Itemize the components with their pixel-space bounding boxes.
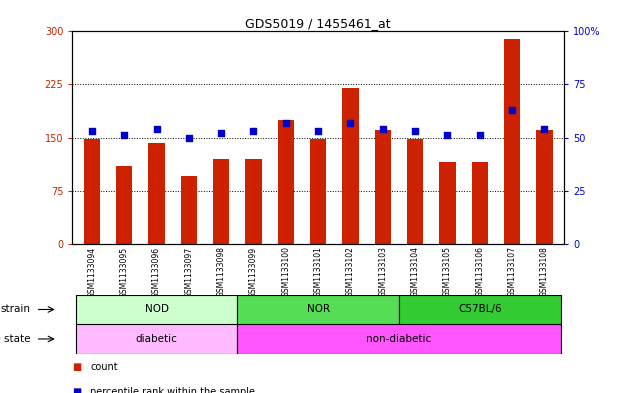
Text: C57BL/6: C57BL/6 <box>458 305 501 314</box>
Bar <box>536 130 553 244</box>
Point <box>345 119 355 126</box>
Bar <box>238 324 561 354</box>
Text: count: count <box>90 362 118 371</box>
Point <box>87 128 97 134</box>
Point <box>378 126 388 132</box>
Point <box>281 119 291 126</box>
Bar <box>407 139 423 244</box>
Bar <box>399 295 561 324</box>
Point <box>184 134 194 141</box>
Text: non-diabetic: non-diabetic <box>367 334 432 344</box>
Bar <box>472 162 488 244</box>
Bar <box>439 162 455 244</box>
Bar <box>246 159 261 244</box>
Bar <box>238 295 399 324</box>
Text: strain: strain <box>1 305 31 314</box>
Bar <box>504 39 520 244</box>
Text: NOD: NOD <box>144 305 168 314</box>
Bar <box>375 130 391 244</box>
Text: disease state: disease state <box>0 334 31 344</box>
Bar <box>149 143 164 244</box>
Title: GDS5019 / 1455461_at: GDS5019 / 1455461_at <box>245 17 391 30</box>
Point <box>507 107 517 113</box>
Bar <box>310 139 326 244</box>
Point <box>119 132 129 139</box>
Point <box>313 128 323 134</box>
Bar <box>278 120 294 244</box>
Bar <box>213 159 229 244</box>
Point <box>216 130 226 136</box>
Text: NOR: NOR <box>307 305 329 314</box>
Bar <box>84 139 100 244</box>
Text: diabetic: diabetic <box>135 334 178 344</box>
Bar <box>342 88 358 244</box>
Text: ■: ■ <box>72 362 82 371</box>
Bar <box>76 295 238 324</box>
Bar <box>76 324 238 354</box>
Text: percentile rank within the sample: percentile rank within the sample <box>90 387 255 393</box>
Point <box>151 126 161 132</box>
Bar <box>116 166 132 244</box>
Point <box>248 128 258 134</box>
Point <box>475 132 485 139</box>
Bar <box>181 176 197 244</box>
Point <box>539 126 549 132</box>
Text: ■: ■ <box>72 387 82 393</box>
Point <box>410 128 420 134</box>
Point <box>442 132 452 139</box>
